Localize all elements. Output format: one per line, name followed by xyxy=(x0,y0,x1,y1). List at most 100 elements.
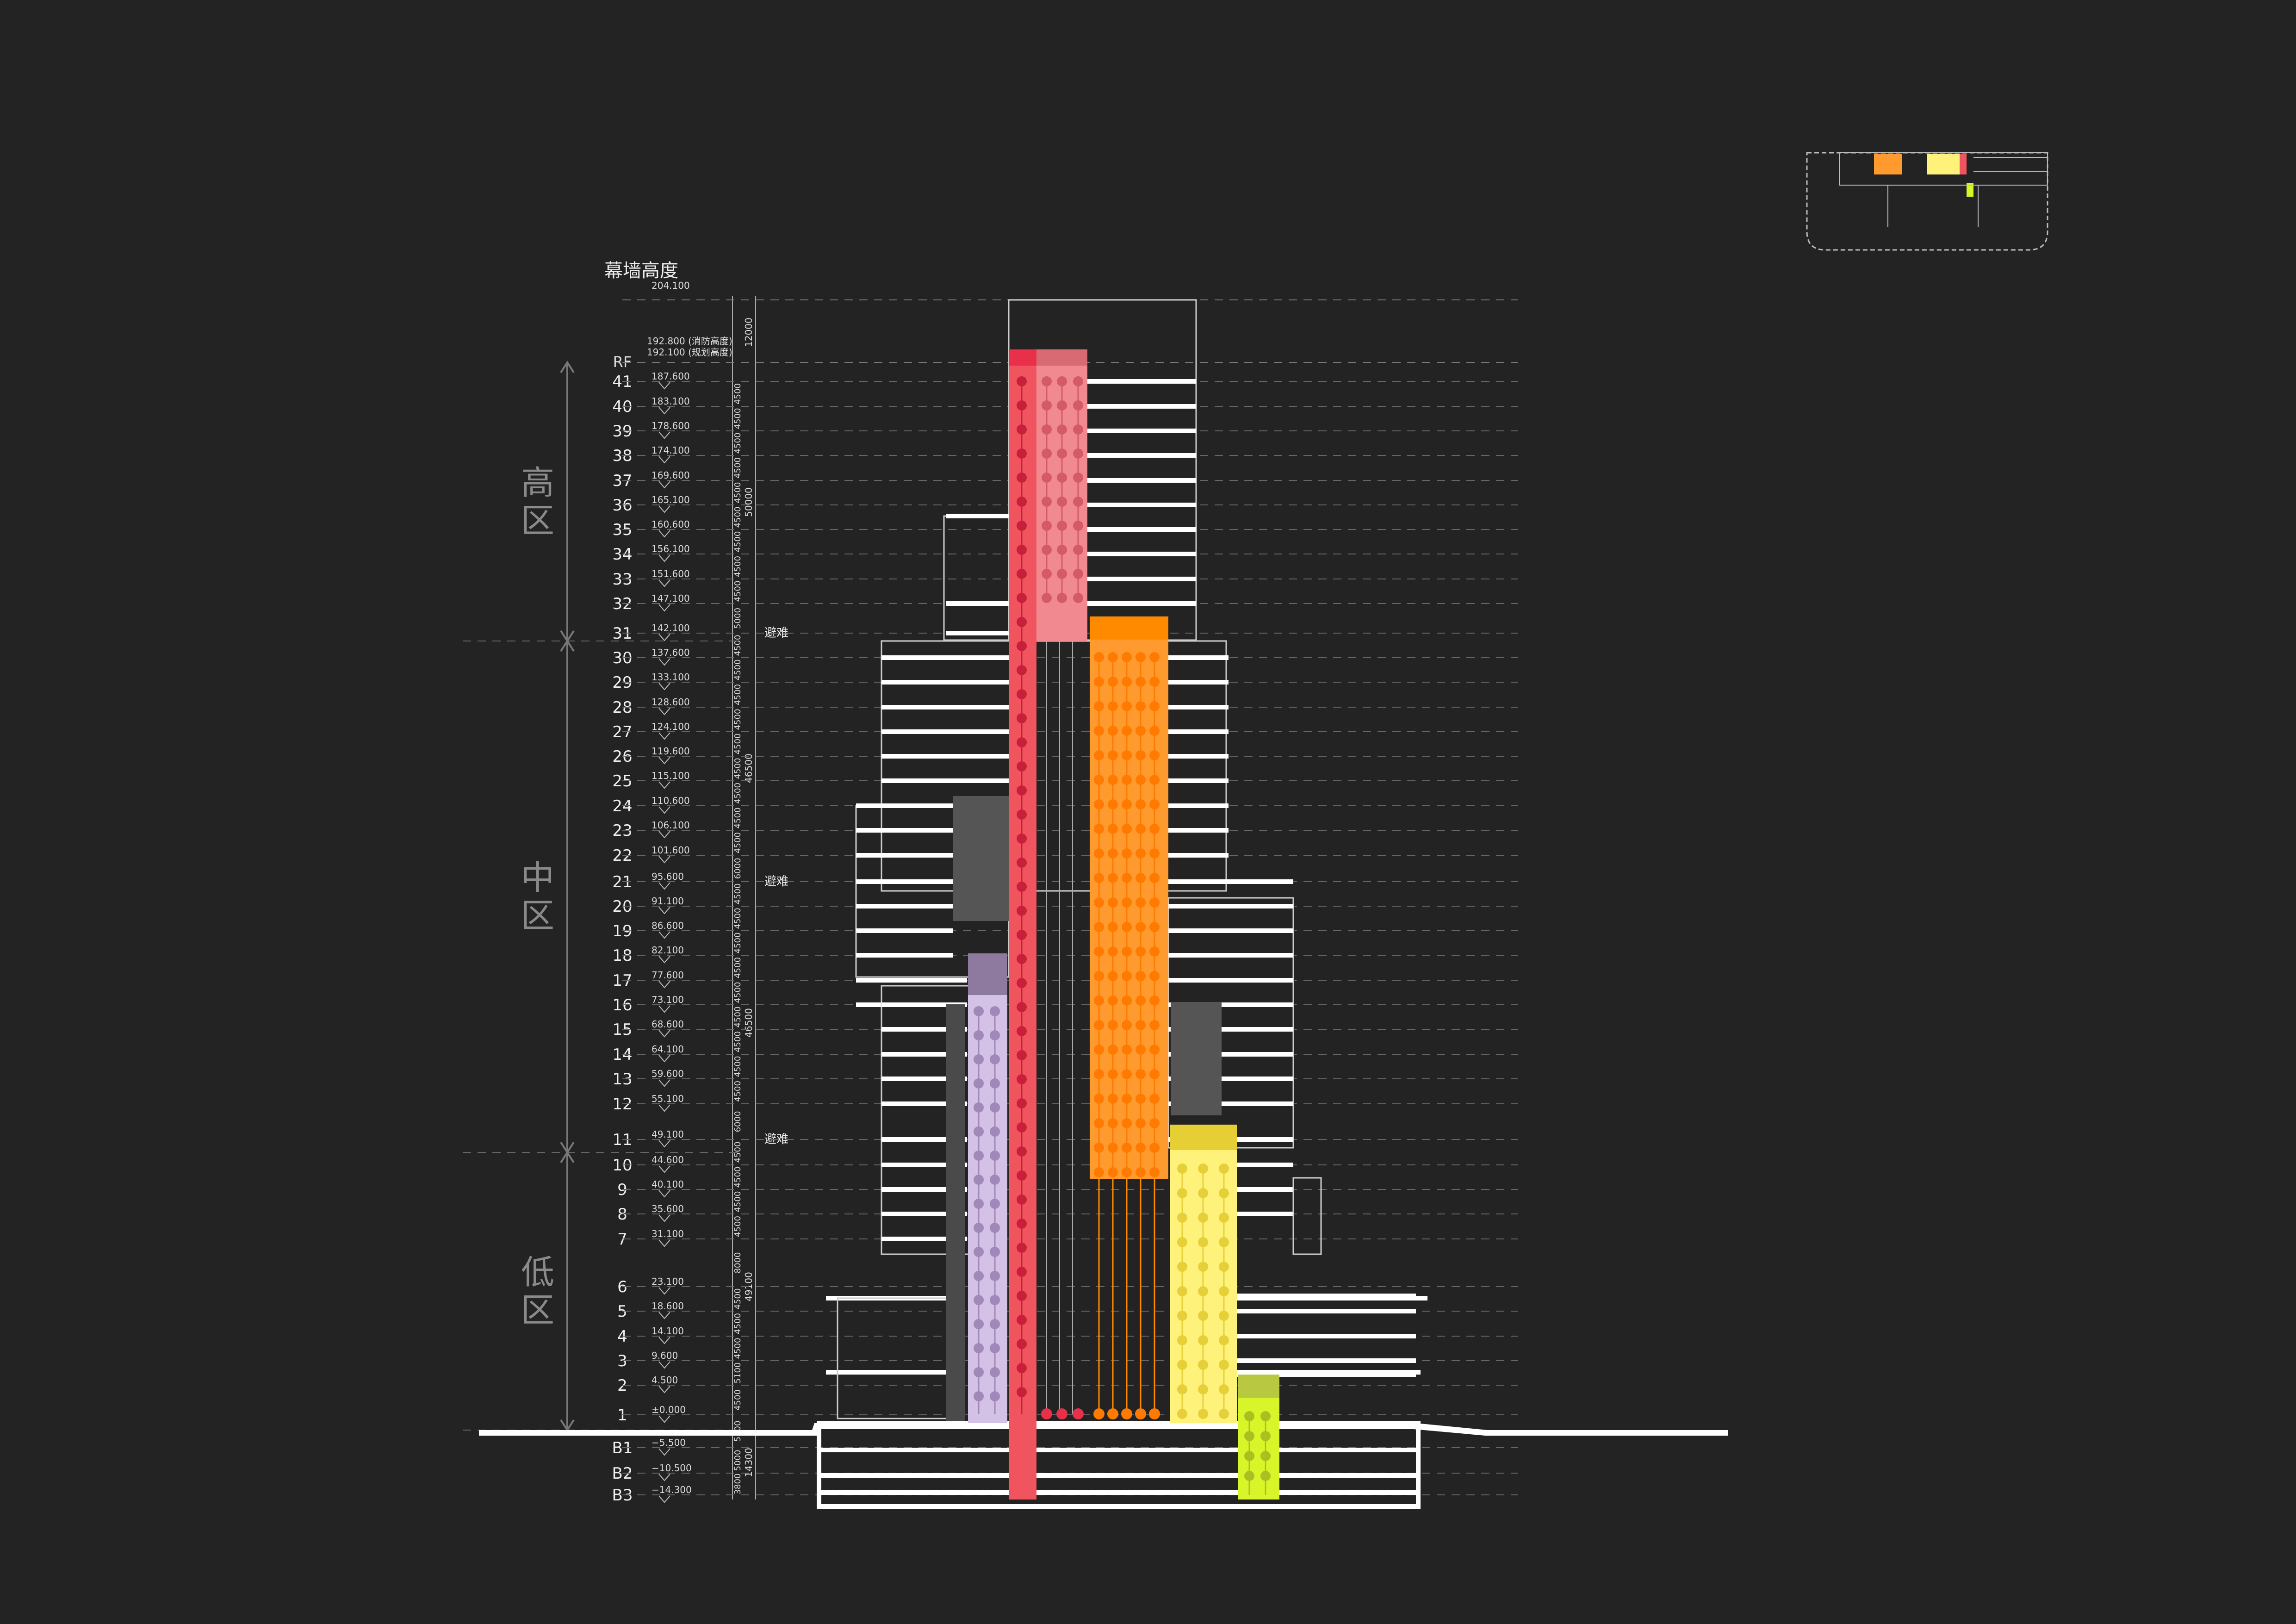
floor-slab xyxy=(1229,1137,1293,1142)
floor-elevation: 68.600 xyxy=(652,1019,684,1030)
elevator-car xyxy=(1136,897,1146,908)
elevator-car xyxy=(1017,1170,1027,1181)
shaft-yellow-top xyxy=(1170,1125,1237,1150)
elevator-car xyxy=(974,1078,984,1089)
elevator-car xyxy=(1198,1286,1208,1296)
elevator-car xyxy=(1244,1471,1254,1481)
elevator-car xyxy=(1177,1237,1187,1247)
zone-label: 区 xyxy=(521,501,554,540)
elevator-car xyxy=(1073,569,1083,579)
elevator-car xyxy=(1057,448,1067,459)
elevator-car xyxy=(1149,799,1160,809)
floor-height-dim: 4500 xyxy=(733,884,743,905)
elevator-car xyxy=(1108,726,1118,736)
elevator-car xyxy=(1136,652,1146,662)
elevator-car xyxy=(1017,1291,1027,1301)
roof-height-dim: 12000 xyxy=(743,317,754,347)
floor-elevation: 174.100 xyxy=(652,445,690,456)
elevator-car xyxy=(1042,593,1052,603)
basement-slab xyxy=(819,1448,1418,1452)
elevator-car xyxy=(1260,1411,1271,1421)
elevator-car xyxy=(1094,677,1104,687)
elevation-marker xyxy=(658,481,670,489)
elevation-marker xyxy=(658,658,670,666)
elevator-car xyxy=(1177,1409,1187,1419)
elevator-car xyxy=(1149,775,1160,785)
elevation-marker xyxy=(658,931,670,939)
elevator-car xyxy=(1108,996,1118,1006)
floor-slab xyxy=(856,828,953,833)
floor-slab xyxy=(1168,953,1293,958)
floor-slab xyxy=(881,1052,967,1057)
elevator-car xyxy=(1094,922,1104,932)
elevator-car xyxy=(1136,1020,1146,1030)
zone-label: 区 xyxy=(521,896,554,935)
elevator-car xyxy=(1136,1118,1146,1128)
floor-height-dim: 4500 xyxy=(733,783,743,804)
floor-elevation: 59.600 xyxy=(652,1068,684,1079)
elevator-car xyxy=(1149,1069,1160,1079)
elevation-marker xyxy=(658,781,670,789)
elevator-car xyxy=(1244,1411,1254,1421)
elevator-car xyxy=(1149,971,1160,981)
floor-height-dim: 4500 xyxy=(733,1056,743,1077)
elevation-marker xyxy=(658,757,670,765)
elevator-car xyxy=(1122,750,1132,760)
elevator-car xyxy=(990,1223,1000,1233)
floor-slab xyxy=(1168,828,1229,833)
massing-outline xyxy=(837,1297,959,1419)
floor-slab xyxy=(856,853,953,858)
floor-slab xyxy=(1229,1212,1293,1216)
elevator-car xyxy=(1122,652,1132,662)
elevator-car xyxy=(1198,1164,1208,1174)
elevator-car xyxy=(1198,1335,1208,1345)
elevator-car xyxy=(990,1199,1000,1209)
elevator-car xyxy=(974,1247,984,1257)
elevator-car xyxy=(1136,1094,1146,1104)
elevator-car xyxy=(1017,906,1027,916)
elevation-marker xyxy=(658,882,670,890)
floor-height-dim: 4500 xyxy=(733,581,743,602)
zone-label: 中 xyxy=(521,859,554,897)
floor-slab xyxy=(881,655,1009,660)
elevation-marker xyxy=(658,1030,670,1038)
floor-slab xyxy=(881,705,1009,709)
elevator-car xyxy=(1122,922,1132,932)
elevator-car xyxy=(1149,1094,1160,1104)
elevator-car xyxy=(1108,1094,1118,1104)
massing-outline xyxy=(1292,1177,1322,1255)
elevator-car xyxy=(1108,848,1118,859)
elevator-car xyxy=(1108,1045,1118,1055)
floor-slab xyxy=(1168,853,1229,858)
elevator-car xyxy=(1017,448,1027,459)
elevator-car xyxy=(990,1006,1000,1016)
elevator-car xyxy=(1122,971,1132,981)
elevator-car xyxy=(990,1102,1000,1113)
floor-height-dim: 4500 xyxy=(733,507,743,528)
basement-height-dim: 14300 xyxy=(743,1448,754,1477)
floor-slab xyxy=(1168,729,1229,734)
floor-height-dim: 4500 xyxy=(733,957,743,978)
elevator-car xyxy=(990,1391,1000,1401)
elevator-car xyxy=(1219,1384,1229,1394)
elevator-car xyxy=(1149,922,1160,932)
floor-elevation: 31.100 xyxy=(652,1228,684,1239)
floor-elevation: 124.100 xyxy=(652,721,690,732)
elevator-car xyxy=(1093,1408,1105,1419)
elevator-car xyxy=(1198,1237,1208,1247)
elevator-car xyxy=(974,1199,984,1209)
elevator-car xyxy=(1198,1384,1208,1394)
floor-slab xyxy=(1168,705,1229,709)
elevator-car xyxy=(1057,497,1067,507)
elevator-car xyxy=(1198,1360,1208,1370)
floor-slab xyxy=(1168,978,1293,983)
elevator-car xyxy=(1017,641,1027,651)
elevator-car xyxy=(990,1247,1000,1257)
elevation-marker xyxy=(658,732,670,740)
elevator-car xyxy=(1136,775,1146,785)
floor-height-dim: 5000 xyxy=(733,608,743,629)
elevator-car xyxy=(1136,1167,1146,1177)
elevator-car xyxy=(1219,1262,1229,1272)
elevator-car xyxy=(974,1367,984,1377)
elevator-car xyxy=(1198,1409,1208,1419)
